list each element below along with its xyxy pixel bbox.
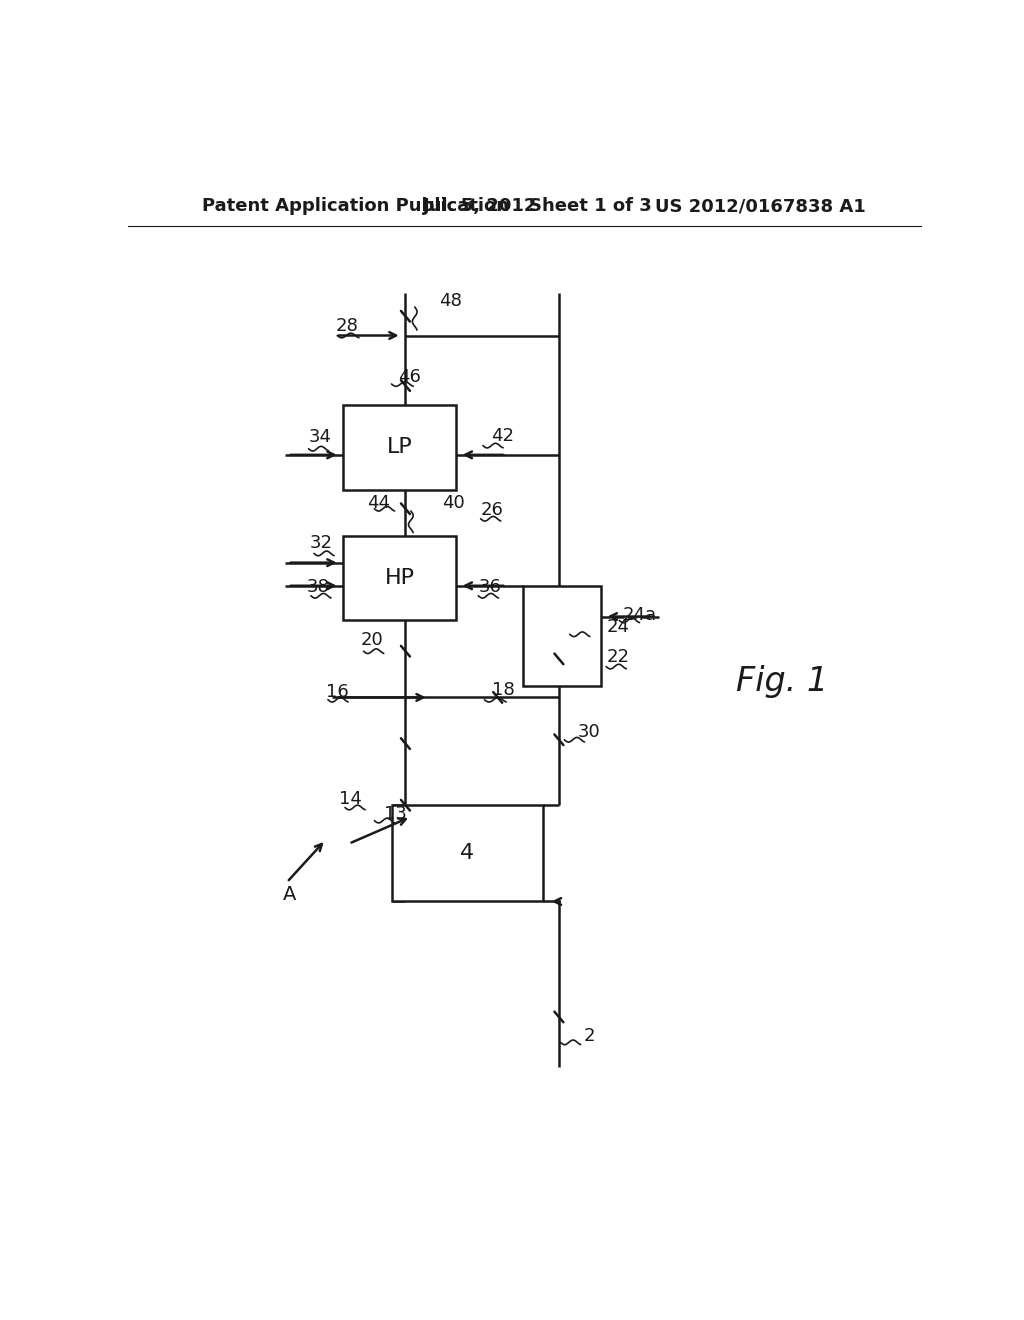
Text: 22: 22	[606, 648, 629, 667]
Text: 2: 2	[584, 1027, 595, 1045]
Text: 42: 42	[490, 426, 514, 445]
Bar	[343, 536, 456, 620]
Text: 28: 28	[336, 317, 358, 335]
Text: 48: 48	[439, 292, 463, 310]
Text: 44: 44	[367, 494, 390, 512]
Bar	[391, 805, 543, 902]
Text: 32: 32	[310, 535, 333, 552]
Text: 38: 38	[307, 578, 330, 595]
Text: 18: 18	[493, 681, 515, 698]
Text: A: A	[283, 884, 296, 904]
Text: 13: 13	[384, 805, 407, 822]
Text: HP: HP	[385, 568, 415, 587]
Text: 4: 4	[460, 843, 474, 863]
Text: 40: 40	[442, 494, 465, 512]
Text: Sheet 1 of 3: Sheet 1 of 3	[528, 197, 651, 215]
Text: 24: 24	[607, 618, 630, 635]
Text: 26: 26	[480, 500, 504, 519]
Text: 46: 46	[397, 368, 421, 385]
Text: 34: 34	[308, 428, 332, 446]
Text: Fig. 1: Fig. 1	[736, 665, 828, 698]
Text: US 2012/0167838 A1: US 2012/0167838 A1	[655, 197, 865, 215]
Text: Patent Application Publication: Patent Application Publication	[202, 197, 509, 215]
Text: 30: 30	[578, 723, 600, 741]
Text: 36: 36	[478, 578, 501, 595]
Text: 14: 14	[339, 791, 361, 808]
Text: 20: 20	[360, 631, 383, 649]
Bar	[523, 586, 601, 686]
Bar	[343, 405, 456, 490]
Text: Jul. 5, 2012: Jul. 5, 2012	[423, 197, 537, 215]
Text: LP: LP	[387, 437, 413, 457]
Text: 24a: 24a	[623, 606, 656, 624]
Text: 16: 16	[326, 682, 348, 701]
